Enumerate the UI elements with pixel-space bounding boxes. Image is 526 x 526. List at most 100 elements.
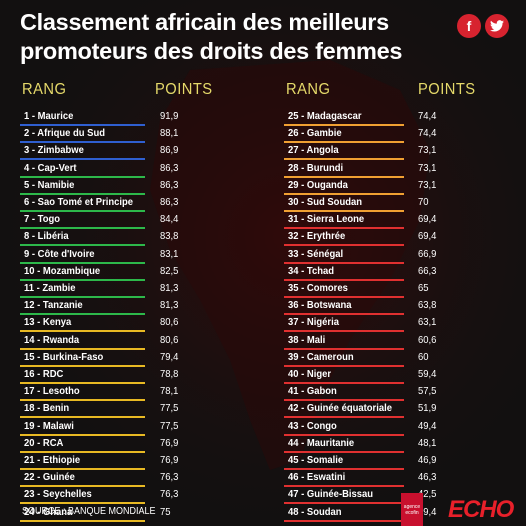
agence-ecofin-logo: agence ecofin: [401, 493, 423, 526]
country-label: 23 - Seychelles: [24, 488, 92, 501]
country-label: 36 - Botswana: [288, 299, 352, 312]
points-value: 74,4: [418, 127, 437, 140]
table-row: 37 - Nigéria 63,1: [284, 315, 458, 333]
underline-bar: [284, 519, 404, 522]
points-value: 59,4: [418, 368, 437, 380]
underline-bar: [20, 382, 145, 384]
points-value: 69,4: [418, 213, 437, 226]
points-value: 63,8: [418, 299, 437, 312]
country-label: 5 - Namibie: [24, 178, 75, 191]
points-value: 84,4: [160, 213, 179, 226]
table-row: 10 - Mozambique 82,5: [20, 264, 200, 281]
points-value: 66,3: [418, 264, 437, 277]
underline-bar: [284, 278, 404, 281]
underline-bar: [284, 210, 404, 212]
table-row: 2 - Afrique du Sud 88,1: [20, 126, 200, 144]
table-row: 32 - Erythrée 69,4: [284, 229, 458, 247]
table-row: 11 - Zambie 81,3: [20, 281, 200, 298]
points-value: 76,3: [160, 471, 179, 484]
table-row: 40 - Niger 59,4: [284, 367, 458, 384]
country-label: 30 - Sud Soudan: [288, 196, 363, 208]
points-value: 70: [418, 196, 429, 208]
underline-bar: [284, 296, 404, 298]
points-value: 86,3: [160, 178, 179, 191]
country-label: 24 - Ghana: [24, 505, 73, 518]
table-row: 4 - Cap-Vert 86,3: [20, 161, 200, 178]
echo-logo: ECHO: [448, 496, 514, 523]
country-label: 16 - RDC: [24, 368, 64, 380]
underline-bar: [20, 399, 145, 402]
table-row: 19 - Malawi 77,5: [20, 419, 200, 436]
underline-bar: [284, 227, 404, 230]
country-label: 3 - Zimbabwe: [24, 144, 84, 157]
underline-bar: [20, 485, 145, 488]
points-value: 76,9: [160, 436, 179, 449]
underline-bar: [284, 347, 404, 350]
country-label: 21 - Ethiopie: [24, 454, 81, 466]
country-label: 31 - Sierra Leone: [288, 213, 365, 226]
underline-bar: [284, 261, 404, 264]
country-label: 39 - Cameroun: [288, 350, 354, 363]
table-row: 12 - Tanzanie 81,3: [20, 298, 200, 316]
underline-bar: [20, 175, 145, 178]
header-rang-right: RANG: [286, 81, 331, 98]
points-value: 73,1: [418, 144, 437, 157]
country-label: 40 - Niger: [288, 368, 332, 380]
underline-bar: [20, 450, 145, 453]
points-value: 60,6: [418, 333, 437, 346]
underline-bar: [284, 330, 404, 333]
points-value: 60: [418, 350, 429, 363]
underline-bar: [284, 364, 404, 367]
underline-bar: [284, 399, 404, 402]
points-value: 73,1: [418, 178, 437, 191]
underline-bar: [20, 124, 145, 126]
points-value: 82,5: [160, 264, 179, 277]
country-label: 34 - Tchad: [288, 264, 335, 277]
underline-bar: [284, 450, 404, 453]
table-row: 30 - Sud Soudan 70: [284, 195, 458, 212]
underline-bar: [284, 175, 404, 178]
facebook-icon[interactable]: f: [457, 14, 481, 38]
table-row: 27 - Angola 73,1: [284, 143, 458, 161]
country-label: 7 - Togo: [24, 213, 61, 226]
table-row: 22 - Guinée 76,3: [20, 470, 200, 488]
underline-bar: [20, 519, 145, 522]
country-label: 22 - Guinée: [24, 471, 75, 484]
points-value: 86,3: [160, 196, 179, 208]
underline-bar: [284, 313, 404, 316]
underline-bar: [20, 210, 145, 212]
points-value: 46,9: [418, 454, 437, 466]
points-value: 83,8: [160, 230, 179, 243]
country-label: 48 - Soudan: [288, 505, 342, 518]
table-row: 25 - Madagascar 74,4: [284, 109, 458, 126]
points-value: 73,1: [418, 161, 437, 174]
underline-bar: [20, 227, 145, 230]
points-value: 77,5: [160, 419, 179, 432]
country-label: 37 - Nigéria: [288, 316, 339, 329]
country-label: 44 - Mauritanie: [288, 436, 355, 449]
country-label: 6 - Sao Tomé et Principe: [24, 196, 134, 208]
table-row: 45 - Somalie 46,9: [284, 453, 458, 470]
country-label: 17 - Lesotho: [24, 385, 80, 398]
table-row: 21 - Ethiopie 76,9: [20, 453, 200, 470]
table-row: 7 - Togo 84,4: [20, 212, 200, 230]
table-row: 24 - Ghana 75: [20, 505, 200, 522]
underline-bar: [20, 313, 145, 316]
country-label: 41 - Gabon: [288, 385, 337, 398]
table-row: 39 - Cameroun 60: [284, 350, 458, 367]
table-row: 16 - RDC 78,8: [20, 367, 200, 384]
table-row: 9 - Côte d'Ivoire 83,1: [20, 247, 200, 264]
country-label: 47 - Guinée-Bissau: [288, 488, 374, 501]
table-row: 26 - Gambie 74,4: [284, 126, 458, 144]
underline-bar: [20, 364, 145, 367]
country-label: 20 - RCA: [24, 436, 64, 449]
points-value: 88,1: [160, 127, 179, 140]
underline-bar: [20, 330, 145, 333]
country-label: 8 - Libéria: [24, 230, 69, 243]
table-row: 36 - Botswana 63,8: [284, 298, 458, 316]
underline-bar: [20, 347, 145, 350]
points-value: 51,9: [418, 402, 437, 415]
source-note: SOURCE : BANQUE MONDIALE: [22, 506, 156, 517]
underline-bar: [20, 278, 145, 281]
twitter-icon[interactable]: [485, 14, 509, 38]
